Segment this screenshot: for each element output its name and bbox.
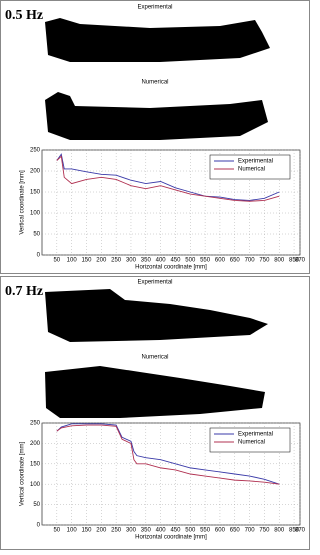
series-line — [56, 423, 280, 485]
x-tick-label: 500 — [185, 528, 196, 534]
x-tick-label: 50 — [53, 258, 60, 264]
y-axis-label: Vertical coordinate [mm] — [20, 170, 26, 235]
x-tick-label: 850 — [289, 528, 300, 534]
y-tick-label: 50 — [33, 502, 40, 508]
silhouette — [45, 289, 268, 342]
x-tick-label: 800 — [274, 258, 285, 264]
y-tick-label: 50 — [33, 232, 40, 238]
x-tick-label: 700 — [245, 258, 256, 264]
x-tick-label: 450 — [170, 528, 181, 534]
x-tick-label: 200 — [96, 528, 107, 534]
legend-label: Experimental — [238, 159, 273, 165]
x-tick-label: 870 — [295, 258, 306, 264]
x-tick-label: 650 — [230, 528, 241, 534]
y-tick-label: 100 — [30, 482, 41, 488]
y-tick-label: 0 — [37, 523, 41, 529]
x-tick-label: 250 — [111, 528, 122, 534]
x-axis-label: Horizontal coordinate [mm] — [135, 265, 207, 271]
figure: 0.5 Hz Experimental Numerical 0.7 Hz Exp… — [0, 0, 310, 550]
x-tick-label: 150 — [81, 528, 92, 534]
x-tick-label: 650 — [230, 258, 241, 264]
x-tick-label: 400 — [156, 258, 167, 264]
series-line — [56, 153, 280, 201]
x-tick-label: 200 — [96, 258, 107, 264]
y-tick-label: 250 — [30, 148, 41, 154]
x-tick-label: 300 — [126, 528, 137, 534]
x-tick-label: 100 — [67, 528, 78, 534]
image-label: Experimental — [137, 280, 172, 286]
x-tick-label: 300 — [126, 258, 137, 264]
x-tick-label: 700 — [245, 528, 256, 534]
x-tick-label: 350 — [141, 258, 152, 264]
silhouette — [45, 92, 268, 140]
image-label: Experimental — [137, 5, 172, 11]
image-label: Numerical — [141, 80, 168, 86]
panel-label: 0.5 Hz — [5, 8, 43, 23]
x-tick-label: 100 — [67, 258, 78, 264]
silhouette — [45, 18, 270, 62]
x-tick-label: 750 — [259, 258, 270, 264]
legend-box — [209, 154, 291, 180]
x-tick-label: 250 — [111, 258, 122, 264]
silhouette — [45, 366, 265, 418]
x-tick-label: 850 — [289, 258, 300, 264]
series-line — [56, 424, 280, 485]
x-axis-label: Horizontal coordinate [mm] — [135, 535, 207, 541]
x-tick-label: 600 — [215, 528, 226, 534]
x-tick-label: 600 — [215, 258, 226, 264]
x-tick-label: 750 — [259, 528, 270, 534]
legend-label: Experimental — [238, 432, 273, 438]
image-label: Numerical — [141, 355, 168, 361]
y-tick-label: 0 — [37, 253, 41, 259]
x-tick-label: 550 — [200, 528, 211, 534]
y-tick-label: 200 — [30, 441, 41, 447]
x-tick-label: 150 — [81, 258, 92, 264]
x-tick-label: 350 — [141, 528, 152, 534]
panel-label: 0.7 Hz — [5, 284, 43, 299]
x-tick-label: 400 — [156, 528, 167, 534]
y-tick-label: 150 — [30, 190, 41, 196]
y-tick-label: 100 — [30, 211, 41, 217]
panel-border — [0, 0, 310, 274]
x-tick-label: 550 — [200, 258, 211, 264]
x-tick-label: 450 — [170, 258, 181, 264]
legend-box — [209, 427, 291, 453]
y-axis-label: Vertical coordinate [mm] — [20, 441, 26, 506]
y-tick-label: 150 — [30, 461, 41, 467]
x-tick-label: 870 — [295, 528, 306, 534]
legend-label: Numerical — [238, 167, 265, 173]
x-tick-label: 50 — [53, 528, 60, 534]
series-line — [56, 155, 280, 202]
x-tick-label: 800 — [274, 528, 285, 534]
x-tick-label: 500 — [185, 258, 196, 264]
legend-label: Numerical — [238, 440, 265, 446]
y-tick-label: 250 — [30, 421, 41, 427]
y-tick-label: 200 — [30, 169, 41, 175]
